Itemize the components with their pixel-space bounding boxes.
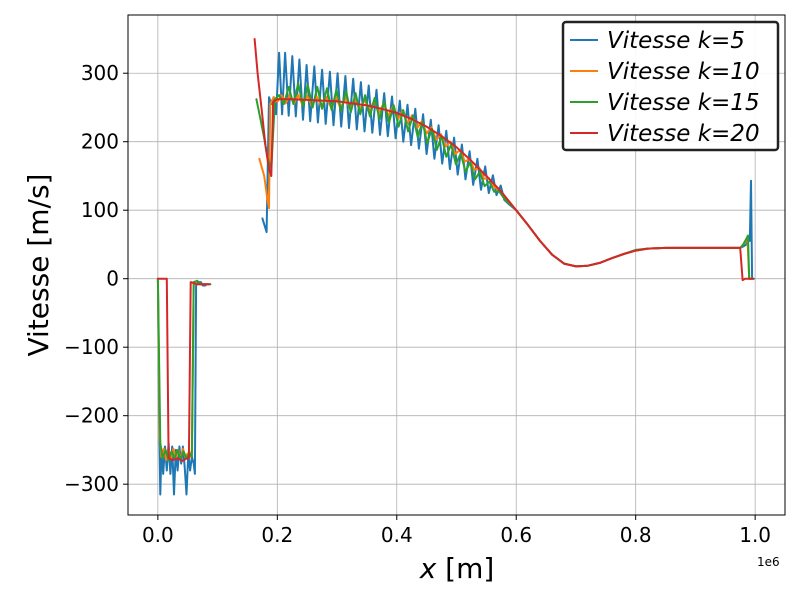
x-tick-label: 0.0 [142,523,174,547]
x-axis-ticks: 0.0 0.2 0.4 0.6 0.8 1.0 [142,515,771,547]
series-group [156,38,755,496]
x-tick-label: 0.2 [261,523,293,547]
legend-label: Vitesse k=20 [607,121,760,147]
y-tick-label: 300 [81,61,119,85]
x-axis-offset-label: 1e6 [757,555,780,569]
x-axis-label-var: x [419,552,437,585]
series-line [156,277,211,462]
axes-frame [127,14,786,516]
x-axis-label: x [m] [419,552,495,585]
y-tick-label: 100 [81,198,119,222]
legend: Vitesse k=5 Vitesse k=10 Vitesse k=15 Vites… [561,20,780,152]
y-axis-label: Vitesse [m/s] [22,174,55,357]
series-line [253,38,755,282]
x-tick-label: 1.0 [739,523,771,547]
x-tick-label: 0.4 [381,523,413,547]
legend-label: Vitesse k=10 [607,59,760,85]
legend-entries: Vitesse k=5 Vitesse k=10 Vitesse k=15 Vites… [570,28,760,147]
series-line [156,277,212,462]
y-tick-label: −200 [64,404,119,428]
x-tick-label: 0.8 [620,523,652,547]
x-axis-label-unit: [m] [445,552,494,585]
legend-frame [561,20,780,152]
y-axis-ticks: −300 −200 −100 0 100 200 300 [64,61,128,496]
y-tick-label: −300 [64,472,119,496]
series-4 [156,38,755,462]
legend-label: Vitesse k=5 [607,28,745,54]
x-tick-label: 0.6 [500,523,532,547]
legend-label: Vitesse k=15 [607,90,760,116]
y-tick-label: 0 [106,267,119,291]
y-tick-label: −100 [64,335,119,359]
y-tick-label: 200 [81,130,119,154]
